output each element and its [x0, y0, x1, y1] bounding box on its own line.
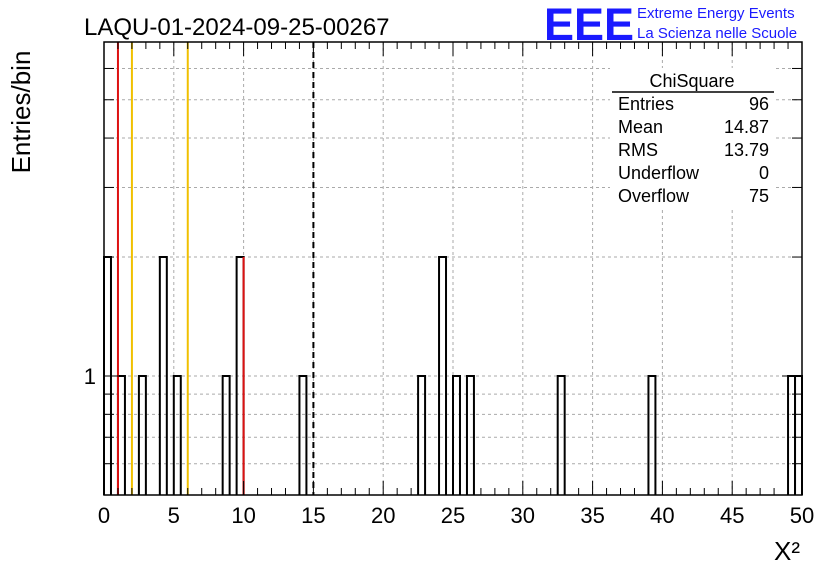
x-tick-labels: 0 5 10 15 20 25 30 35 40 45 50: [98, 503, 814, 528]
histogram-bar: [221, 375, 231, 495]
stats-box: ChiSquare Entries 96 Mean 14.87 RMS 13.79 Unde…: [610, 68, 775, 207]
stats-label: Entries: [618, 94, 674, 114]
logo-subtitle-2: La Scienza nelle Scuole: [637, 25, 797, 42]
y-tick-label: 1: [84, 364, 96, 389]
stats-value: 96: [749, 94, 769, 114]
histogram-bar: [137, 375, 147, 495]
x-tick-label: 20: [371, 503, 395, 528]
stats-label: Mean: [618, 117, 663, 137]
x-tick-label: 35: [580, 503, 604, 528]
histogram-bar: [465, 375, 475, 495]
stats-title: ChiSquare: [649, 71, 734, 91]
histogram-bar: [417, 375, 427, 495]
stats-value: 14.87: [724, 117, 769, 137]
x-tick-label: 5: [168, 503, 180, 528]
reference-lines: [116, 42, 315, 495]
histogram-bar: [172, 375, 182, 495]
histogram-bar: [158, 256, 168, 495]
stats-label: Overflow: [618, 186, 690, 206]
histogram-bar: [438, 256, 448, 495]
y-tick-labels: 1: [84, 364, 96, 389]
x-tick-label: 45: [720, 503, 744, 528]
stats-value: 75: [749, 186, 769, 206]
x-tick-label: 40: [650, 503, 674, 528]
x-tick-label: 30: [511, 503, 535, 528]
x-tick-label: 0: [98, 503, 110, 528]
x-axis-label: X²: [774, 536, 800, 566]
logo-subtitle-1: Extreme Energy Events: [637, 5, 795, 22]
run-title: LAQU-01-2024-09-25-00267: [84, 14, 390, 41]
histogram-bar: [298, 375, 308, 495]
x-tick-label: 10: [231, 503, 255, 528]
stats-label: RMS: [618, 140, 658, 160]
plot-frame: [103, 41, 803, 496]
stats-value: 0: [759, 163, 769, 183]
stats-label: Underflow: [618, 163, 700, 183]
x-tick-label: 25: [441, 503, 465, 528]
stats-value: 13.79: [724, 140, 769, 160]
histogram-bar: [556, 375, 566, 495]
x-tick-label: 50: [790, 503, 814, 528]
y-axis-label: Entries/bin: [6, 51, 36, 174]
histogram-bar: [647, 375, 657, 495]
histogram-bar: [452, 375, 461, 495]
x-tick-label: 15: [301, 503, 325, 528]
